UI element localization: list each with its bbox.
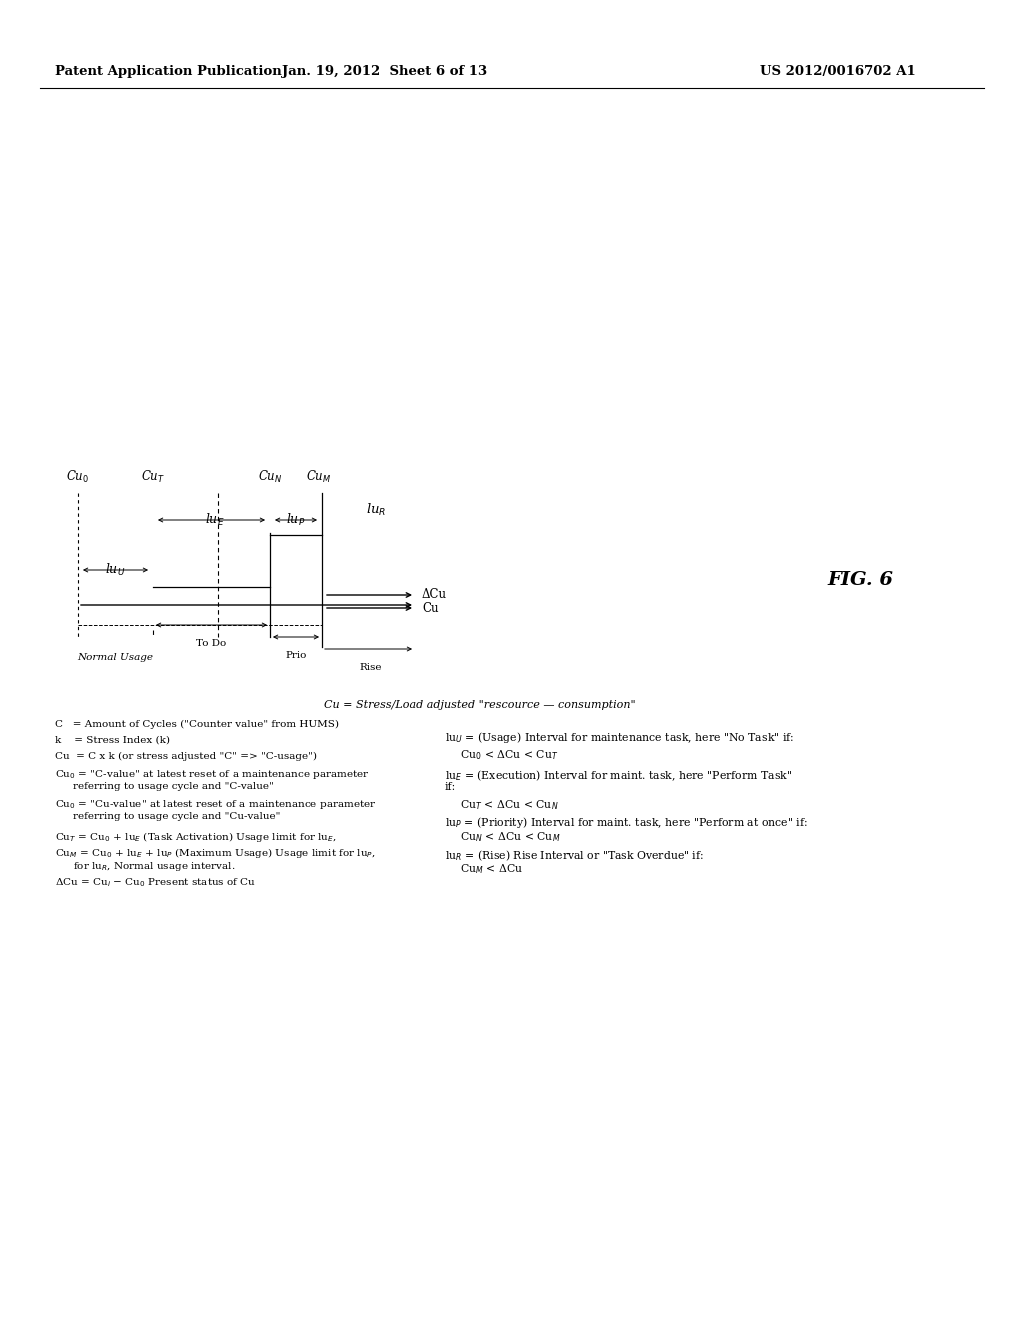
Text: for lu$_R$, Normal usage interval.: for lu$_R$, Normal usage interval. bbox=[73, 861, 236, 873]
Text: Cu$_0$ = "C-value" at latest reset of a maintenance parameter: Cu$_0$ = "C-value" at latest reset of a … bbox=[55, 768, 370, 781]
Text: lu$_E$ = (Execution) Interval for maint. task, here "Perform Task": lu$_E$ = (Execution) Interval for maint.… bbox=[445, 768, 793, 783]
Text: Rise: Rise bbox=[359, 663, 382, 672]
Text: lu$_U$ = (Usage) Interval for maintenance task, here "No Task" if:: lu$_U$ = (Usage) Interval for maintenanc… bbox=[445, 730, 794, 744]
Text: C   = Amount of Cycles ("Counter value" from HUMS): C = Amount of Cycles ("Counter value" fr… bbox=[55, 719, 339, 729]
Text: FIG. 6: FIG. 6 bbox=[827, 572, 893, 589]
Text: Patent Application Publication: Patent Application Publication bbox=[55, 66, 282, 78]
Text: Cu$_0$: Cu$_0$ bbox=[67, 469, 90, 484]
Text: referring to usage cycle and "Cu-value": referring to usage cycle and "Cu-value" bbox=[73, 812, 281, 821]
Text: ΔCu: ΔCu bbox=[422, 589, 447, 602]
Text: k    = Stress Index (k): k = Stress Index (k) bbox=[55, 737, 170, 744]
Text: Cu$_0$ < ΔCu < Cu$_T$: Cu$_0$ < ΔCu < Cu$_T$ bbox=[460, 748, 558, 762]
Text: Cu$_T$ < ΔCu < Cu$_N$: Cu$_T$ < ΔCu < Cu$_N$ bbox=[460, 799, 558, 812]
Text: if:: if: bbox=[445, 781, 457, 792]
Text: Cu  = C x k (or stress adjusted "C" => "C-usage"): Cu = C x k (or stress adjusted "C" => "C… bbox=[55, 752, 317, 762]
Text: ΔCu = Cu$_i$ − Cu$_0$ Present status of Cu: ΔCu = Cu$_i$ − Cu$_0$ Present status of … bbox=[55, 876, 256, 888]
Text: US 2012/0016702 A1: US 2012/0016702 A1 bbox=[760, 66, 915, 78]
Text: Cu$_N$ < ΔCu < Cu$_M$: Cu$_N$ < ΔCu < Cu$_M$ bbox=[460, 830, 560, 843]
Text: lu$_P$ = (Priority) Interval for maint. task, here "Perform at once" if:: lu$_P$ = (Priority) Interval for maint. … bbox=[445, 814, 808, 830]
Text: Cu$_0$ = "Cu-value" at latest reset of a maintenance parameter: Cu$_0$ = "Cu-value" at latest reset of a… bbox=[55, 799, 377, 810]
Text: Normal Usage: Normal Usage bbox=[78, 653, 154, 663]
Text: lu$_R$: lu$_R$ bbox=[366, 502, 386, 517]
Text: lu$_P$: lu$_P$ bbox=[287, 512, 306, 528]
Text: Jan. 19, 2012  Sheet 6 of 13: Jan. 19, 2012 Sheet 6 of 13 bbox=[283, 66, 487, 78]
Text: Cu = Stress/Load adjusted "rescource — consumption": Cu = Stress/Load adjusted "rescource — c… bbox=[325, 700, 636, 710]
Text: lu$_U$: lu$_U$ bbox=[105, 562, 126, 578]
Text: Cu$_M$: Cu$_M$ bbox=[306, 469, 332, 484]
Text: Prio: Prio bbox=[286, 651, 306, 660]
Text: lu$_E$: lu$_E$ bbox=[205, 512, 224, 528]
Text: Cu$_N$: Cu$_N$ bbox=[258, 469, 283, 484]
Text: lu$_R$ = (Rise) Rise Interval or "Task Overdue" if:: lu$_R$ = (Rise) Rise Interval or "Task O… bbox=[445, 847, 703, 862]
Text: Cu$_T$ = Cu$_0$ + lu$_E$ (Task Activation) Usage limit for lu$_E$,: Cu$_T$ = Cu$_0$ + lu$_E$ (Task Activatio… bbox=[55, 830, 337, 843]
Text: Cu$_M$ < ΔCu: Cu$_M$ < ΔCu bbox=[460, 862, 523, 875]
Text: Cu$_M$ = Cu$_0$ + lu$_E$ + lu$_P$ (Maximum Usage) Usage limit for lu$_P$,: Cu$_M$ = Cu$_0$ + lu$_E$ + lu$_P$ (Maxim… bbox=[55, 846, 376, 861]
Text: To Do: To Do bbox=[197, 639, 226, 648]
Text: Cu: Cu bbox=[422, 602, 438, 615]
Text: Cu$_T$: Cu$_T$ bbox=[141, 469, 165, 484]
Text: referring to usage cycle and "C-value": referring to usage cycle and "C-value" bbox=[73, 781, 273, 791]
